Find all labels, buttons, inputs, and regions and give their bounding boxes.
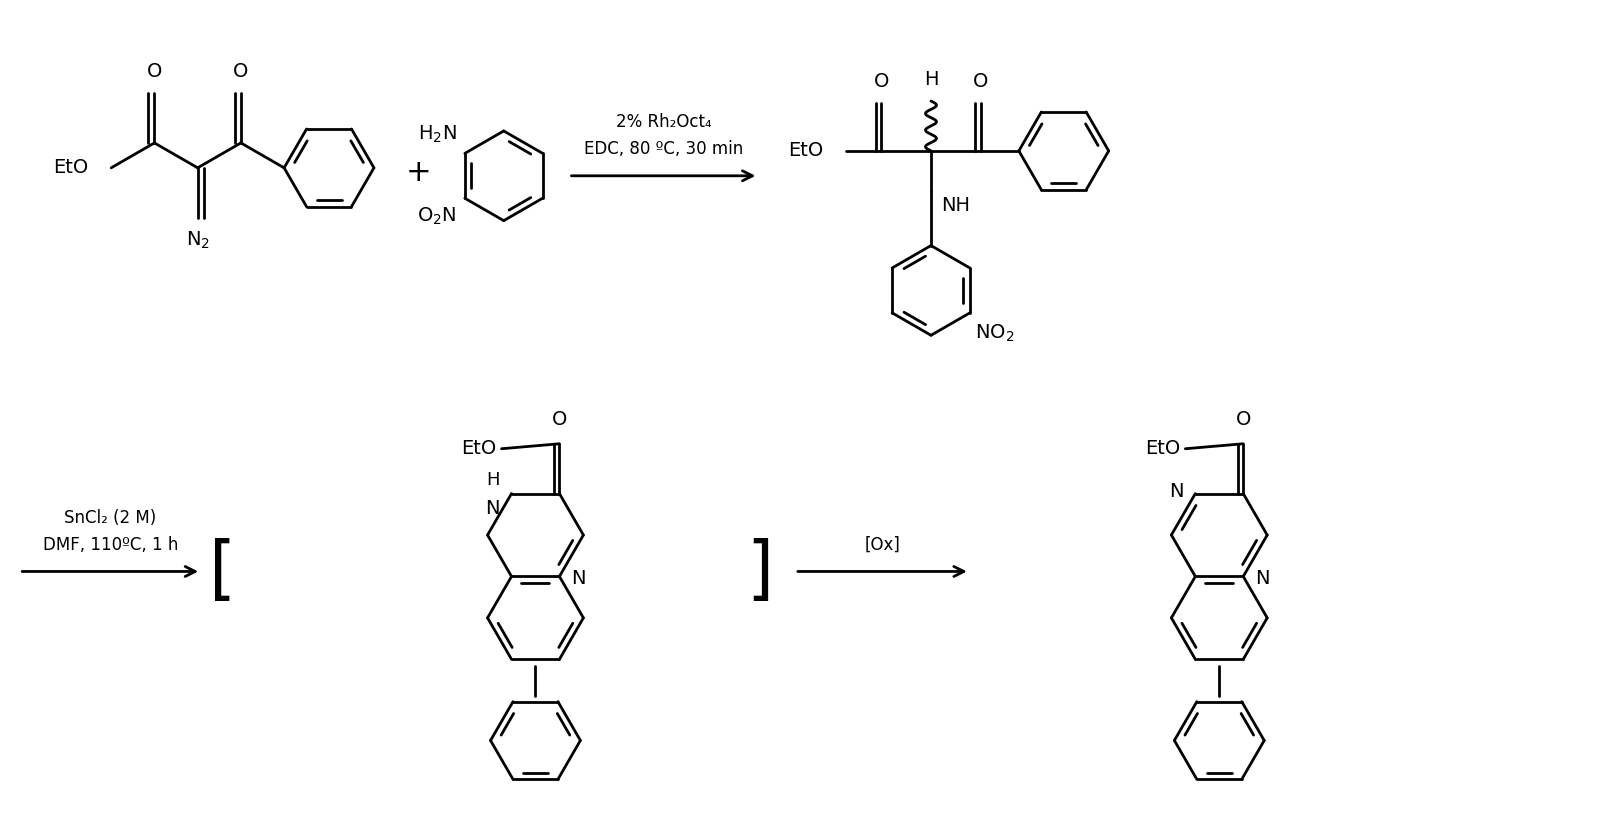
Text: [Ox]: [Ox] bbox=[865, 536, 901, 553]
Text: N: N bbox=[485, 499, 500, 518]
Text: +: + bbox=[406, 158, 432, 187]
Text: N: N bbox=[1255, 569, 1269, 588]
Text: [: [ bbox=[210, 538, 236, 605]
Text: ]: ] bbox=[747, 538, 773, 605]
Text: O: O bbox=[551, 410, 568, 429]
Text: 2% Rh₂Oct₄
EDC, 80 ºC, 30 min: 2% Rh₂Oct₄ EDC, 80 ºC, 30 min bbox=[584, 113, 744, 158]
Text: N: N bbox=[571, 569, 585, 588]
Text: H$_2$N: H$_2$N bbox=[419, 124, 458, 146]
Text: H: H bbox=[923, 70, 938, 89]
Text: EtO: EtO bbox=[461, 439, 496, 458]
Text: SnCl₂ (2 M)
DMF, 110ºC, 1 h: SnCl₂ (2 M) DMF, 110ºC, 1 h bbox=[42, 509, 178, 553]
Text: O: O bbox=[1235, 410, 1252, 429]
Text: NO$_2$: NO$_2$ bbox=[975, 323, 1014, 344]
Text: H: H bbox=[487, 471, 500, 489]
Text: N$_2$: N$_2$ bbox=[186, 230, 210, 251]
Text: O: O bbox=[233, 62, 249, 81]
Text: EtO: EtO bbox=[787, 141, 823, 160]
Text: O: O bbox=[873, 72, 889, 91]
Text: EtO: EtO bbox=[53, 158, 89, 177]
Text: EtO: EtO bbox=[1145, 439, 1180, 458]
Text: O: O bbox=[973, 72, 988, 91]
Text: N: N bbox=[1169, 482, 1184, 501]
Text: NH: NH bbox=[941, 196, 970, 215]
Text: O: O bbox=[147, 62, 162, 81]
Text: O$_2$N: O$_2$N bbox=[417, 206, 458, 227]
